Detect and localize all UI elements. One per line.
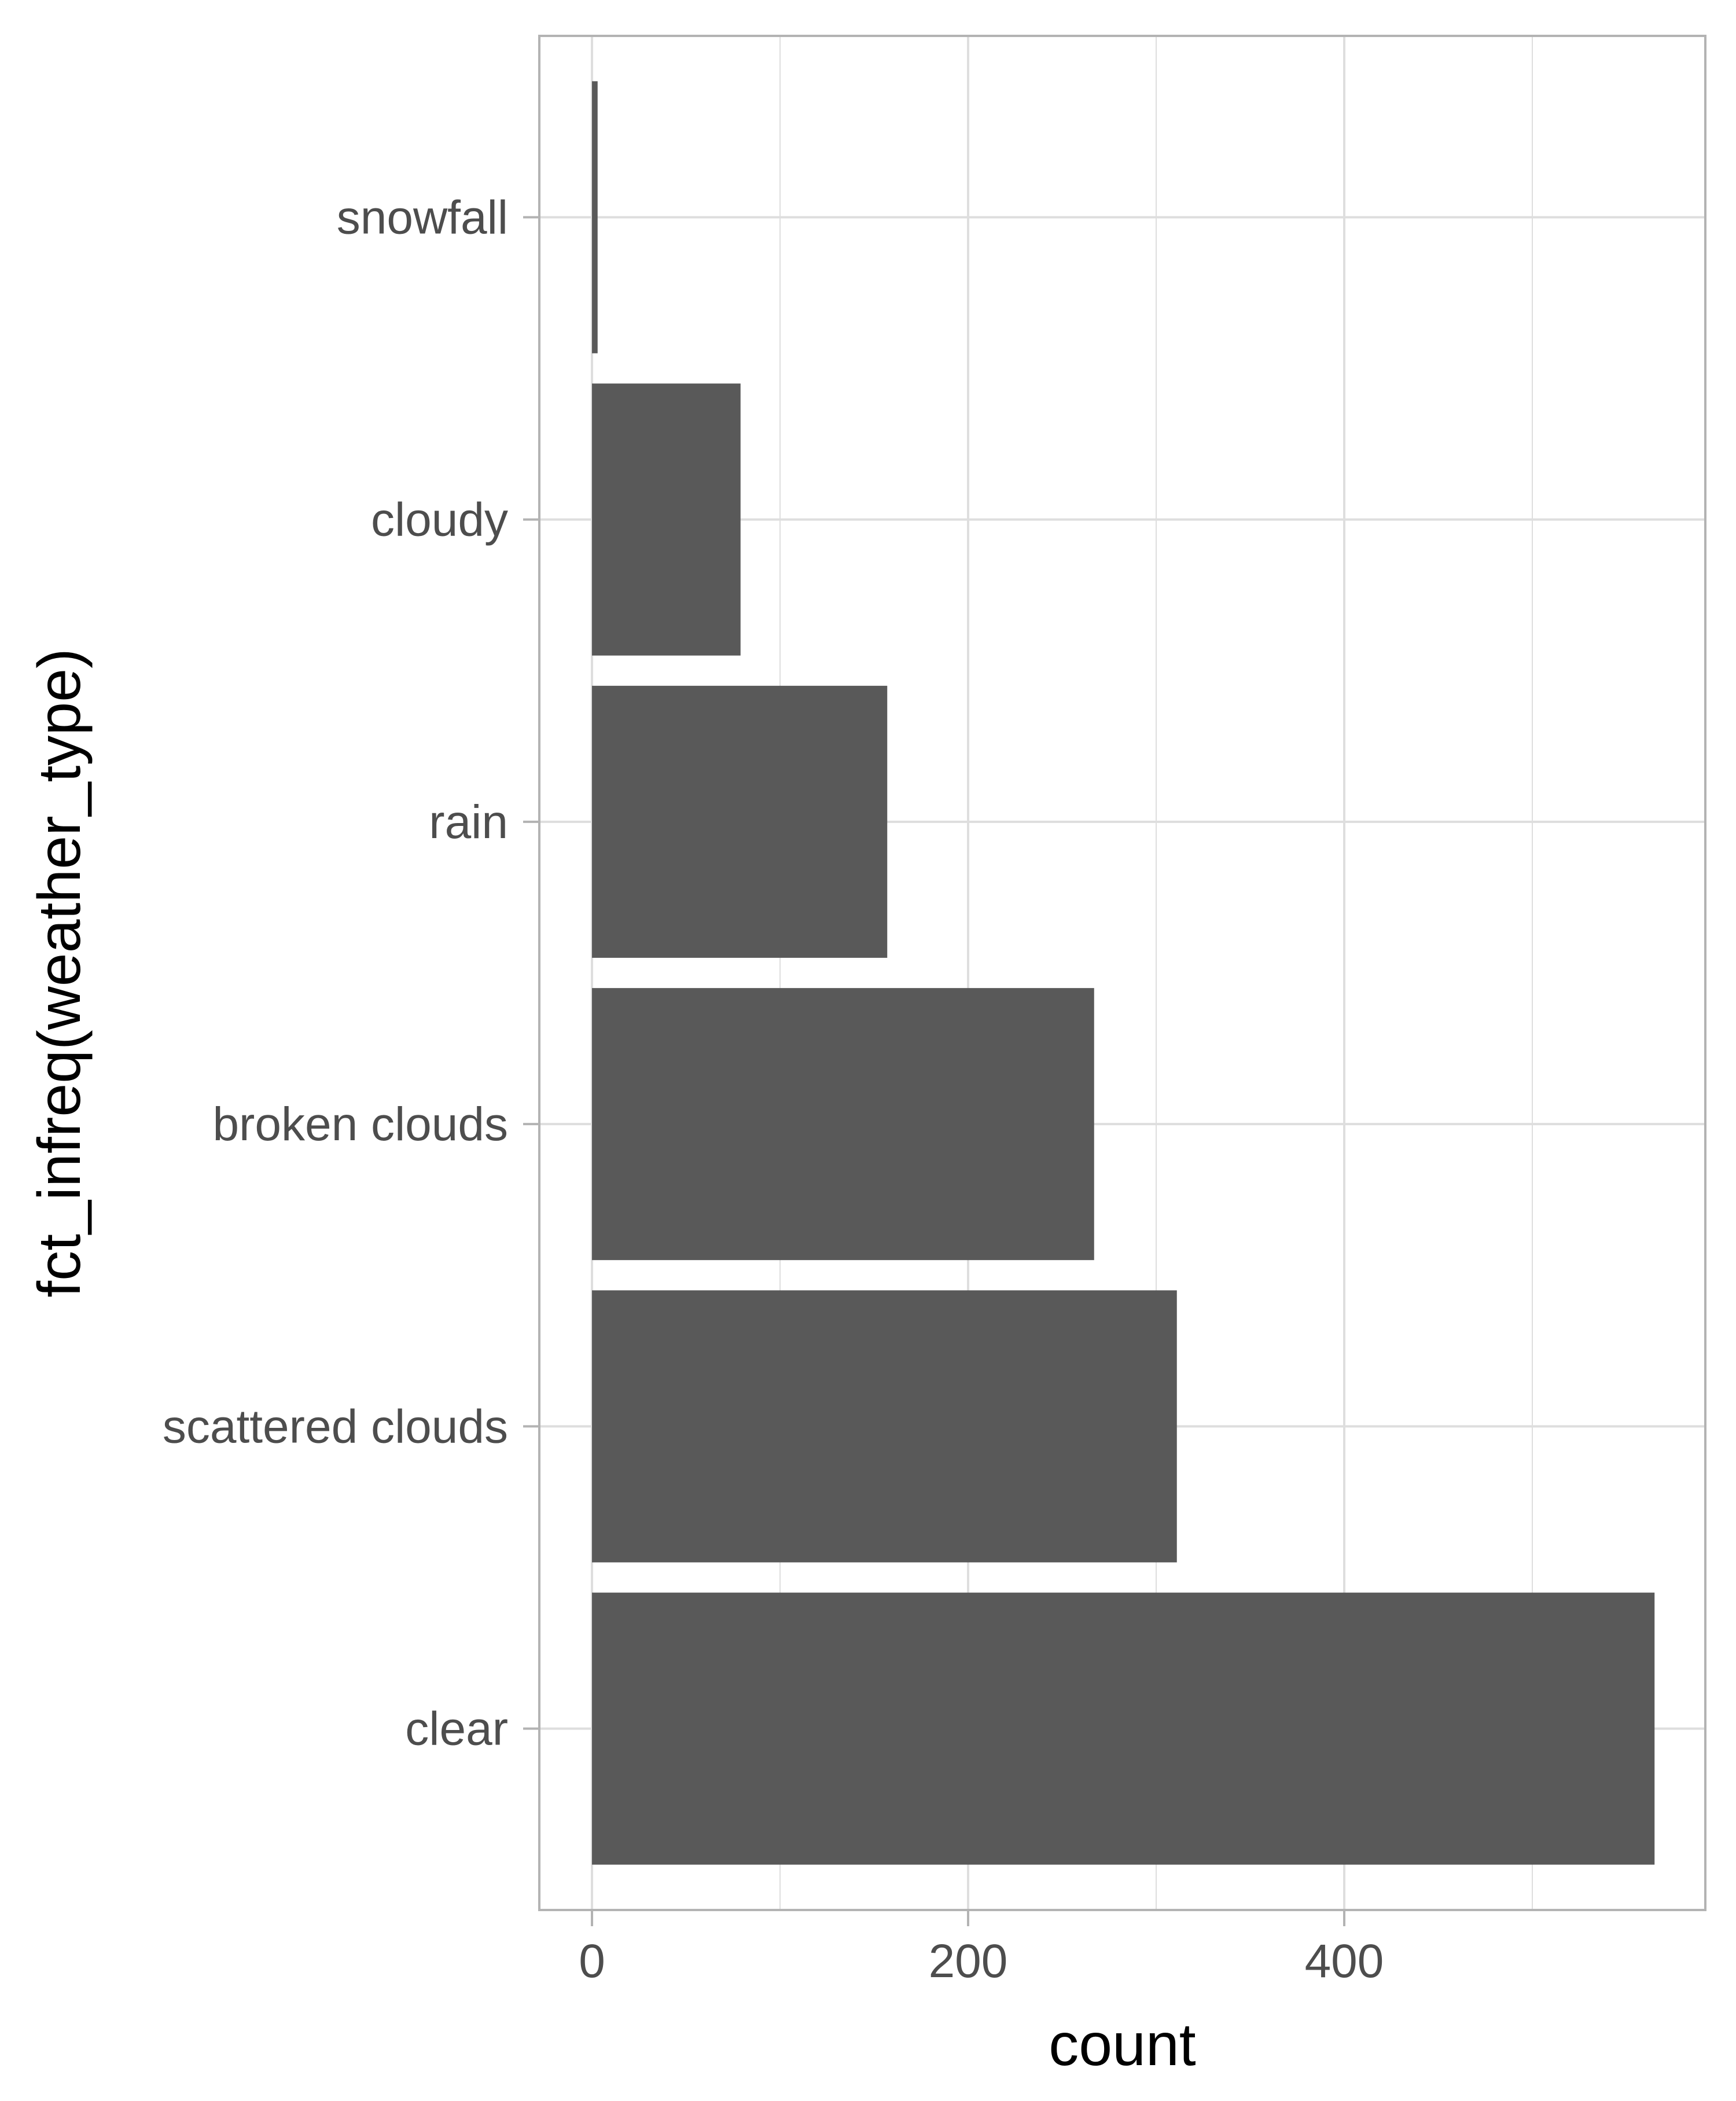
x-tick-label: 400 [1305,1935,1384,1988]
x-tick-label: 200 [929,1935,1008,1988]
bar-rain [592,685,888,958]
y-tick-label: rain [429,796,508,849]
y-tick-label: snowfall [337,191,508,244]
bar-cloudy [592,383,741,656]
y-tick-label: clear [405,1703,508,1755]
x-axis-title: count [1049,2011,1196,2078]
y-axis-title: fct_infreq(weather_type) [26,648,93,1297]
panel-border [538,35,1706,1911]
bar-snowfall [592,81,598,354]
bar-clear [592,1592,1655,1865]
x-tick-label: 0 [579,1935,605,1988]
bars [592,81,1655,1865]
y-tick-label: scattered clouds [163,1400,508,1453]
y-tick-label: broken clouds [212,1098,508,1151]
y-axis-tick-labels: clear scattered clouds broken clouds rain cl… [163,191,508,1755]
bar-scattered-clouds [592,1290,1177,1563]
axis-ticks [523,216,1345,1926]
bar-broken-clouds [592,988,1094,1261]
y-tick-label: cloudy [371,494,508,546]
x-axis-tick-labels: 0 200 400 [579,1935,1384,1988]
